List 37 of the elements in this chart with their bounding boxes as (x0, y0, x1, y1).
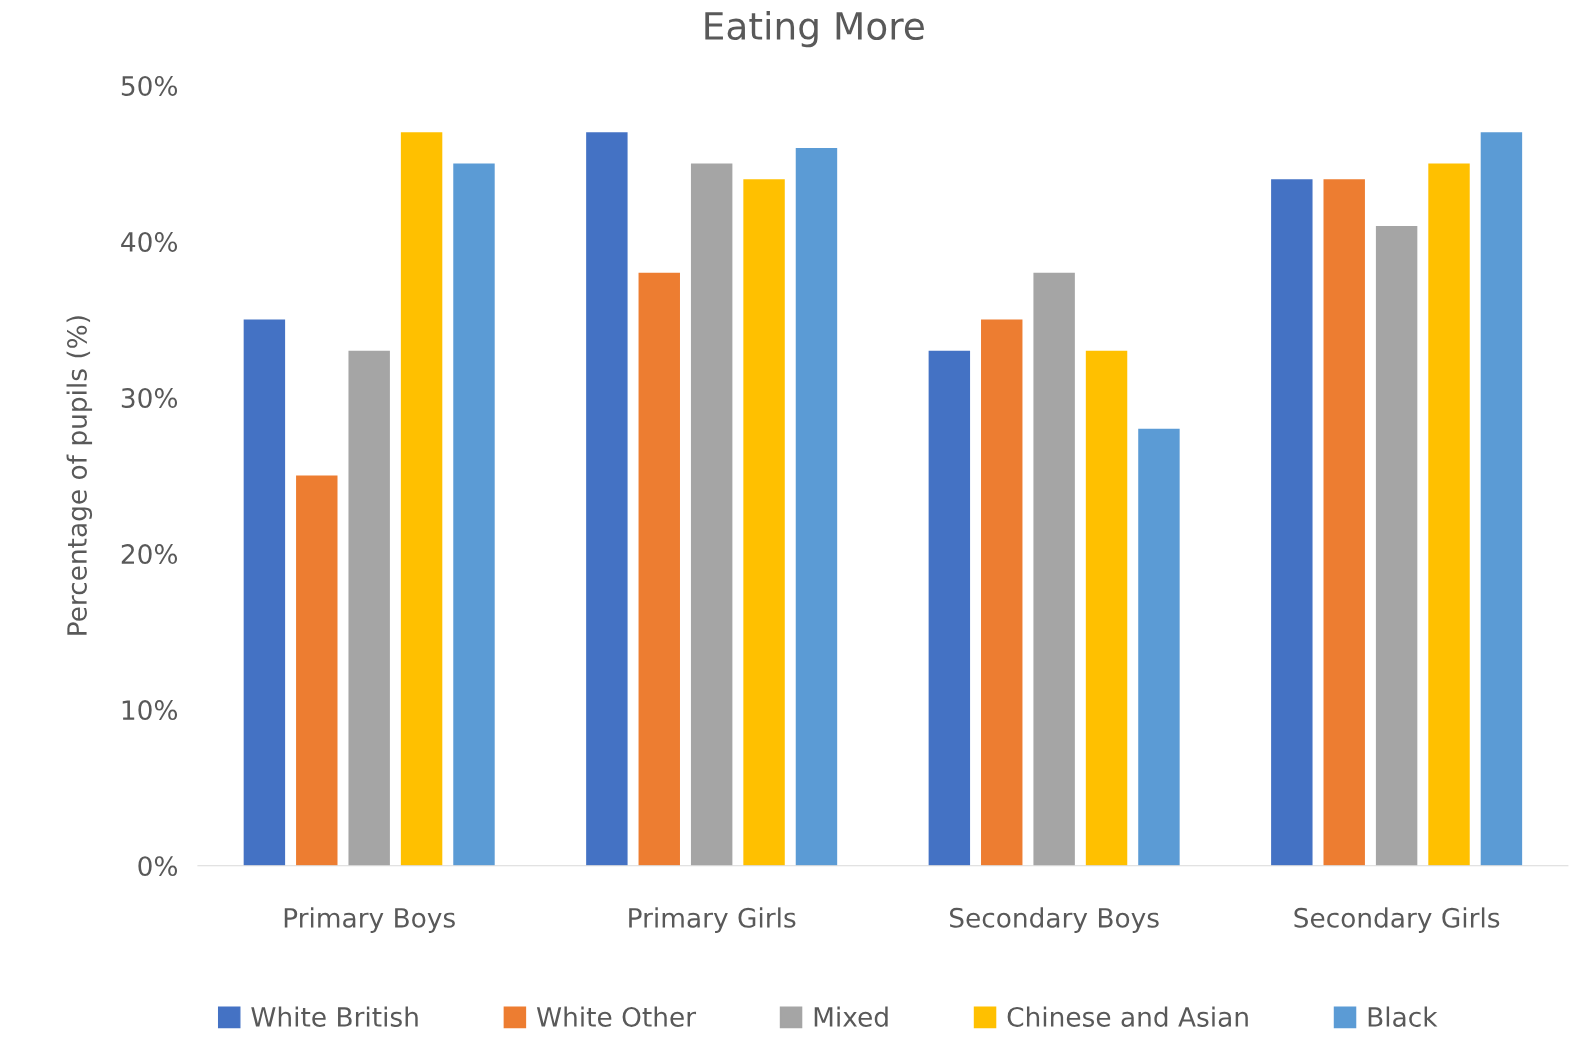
y-tick-label: 0% (138, 856, 178, 877)
bar (928, 350, 971, 866)
legend-label: Chinese and Asian (1007, 1006, 1248, 1027)
x-tick-label: Secondary Boys (950, 907, 1159, 933)
bar (1271, 179, 1313, 866)
bar (348, 350, 390, 866)
bar (243, 319, 286, 866)
bar (453, 163, 495, 866)
legend-label: Mixed (814, 1006, 888, 1027)
x-tick-label: Primary Boys (284, 907, 455, 933)
y-tick-label: 10% (122, 700, 178, 721)
legend-label: White Other (536, 1006, 697, 1027)
bar (690, 163, 733, 866)
bar (1323, 179, 1365, 866)
bar (1480, 132, 1523, 866)
legend-label: White British (251, 1006, 418, 1027)
x-tick-label: Secondary Girls (1294, 907, 1500, 933)
bar (743, 179, 785, 866)
bar (1428, 163, 1470, 866)
bar (586, 132, 628, 866)
x-tick-label: Primary Girls (629, 907, 796, 933)
bar (795, 147, 838, 866)
legend-label: Black (1368, 1006, 1438, 1027)
y-axis-title: Percentage of pupils (%) (66, 316, 93, 635)
y-tick-label: 40% (121, 232, 178, 252)
bar (1375, 225, 1418, 866)
bar (1138, 428, 1180, 866)
y-tick-label: 20% (121, 544, 178, 565)
bar (400, 132, 443, 866)
bar (638, 272, 680, 866)
y-tick-label: 50% (121, 75, 178, 96)
bar (1085, 350, 1128, 866)
y-tick-label: 30% (121, 388, 178, 408)
bar (296, 475, 338, 866)
bar (1033, 272, 1075, 866)
chart-title: Eating More (705, 11, 924, 48)
bar (981, 319, 1023, 866)
